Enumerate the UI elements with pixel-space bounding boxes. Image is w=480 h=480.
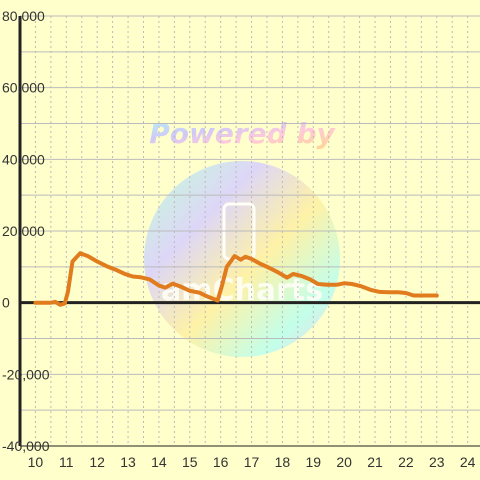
y-tick-label: 80,000 xyxy=(2,8,45,24)
x-tick-label: 19 xyxy=(305,454,321,470)
watermark-text: Powered by xyxy=(149,117,336,150)
x-tick-label: 11 xyxy=(59,454,74,470)
x-tick-label: 13 xyxy=(120,454,136,470)
x-tick-label: 10 xyxy=(28,454,44,470)
series-line xyxy=(33,251,439,307)
y-tick-label: 40,000 xyxy=(2,151,45,167)
y-axis-tick-labels: 80,000 60,000 40,000 20,000 0 -20,000 -40,000 xyxy=(2,8,50,454)
x-tick-label: 15 xyxy=(182,454,198,470)
series-group xyxy=(33,251,439,307)
y-tick-label: 0 xyxy=(2,295,10,311)
x-tick-label: 21 xyxy=(367,454,383,470)
x-tick-label: 20 xyxy=(336,454,352,470)
watermark: Powered by amCharts xyxy=(144,117,340,357)
x-tick-label: 17 xyxy=(244,454,260,470)
x-tick-label: 24 xyxy=(460,454,476,470)
x-tick-label: 14 xyxy=(151,454,167,470)
x-axis-tick-labels: 10 11 12 13 14 15 16 17 18 19 20 21 22 23 24 xyxy=(28,454,476,470)
y-tick-label: 60,000 xyxy=(2,80,45,96)
x-tick-label: 23 xyxy=(429,454,445,470)
y-tick-label: 20,000 xyxy=(2,223,45,239)
x-tick-label: 12 xyxy=(89,454,105,470)
grid xyxy=(20,15,480,447)
x-tick-label: 18 xyxy=(275,454,291,470)
x-tick-label: 16 xyxy=(213,454,229,470)
x-tick-label: 22 xyxy=(398,454,414,470)
y-tick-label: -40,000 xyxy=(2,438,50,454)
axes xyxy=(18,16,480,447)
y-tick-label: -20,000 xyxy=(2,366,50,382)
